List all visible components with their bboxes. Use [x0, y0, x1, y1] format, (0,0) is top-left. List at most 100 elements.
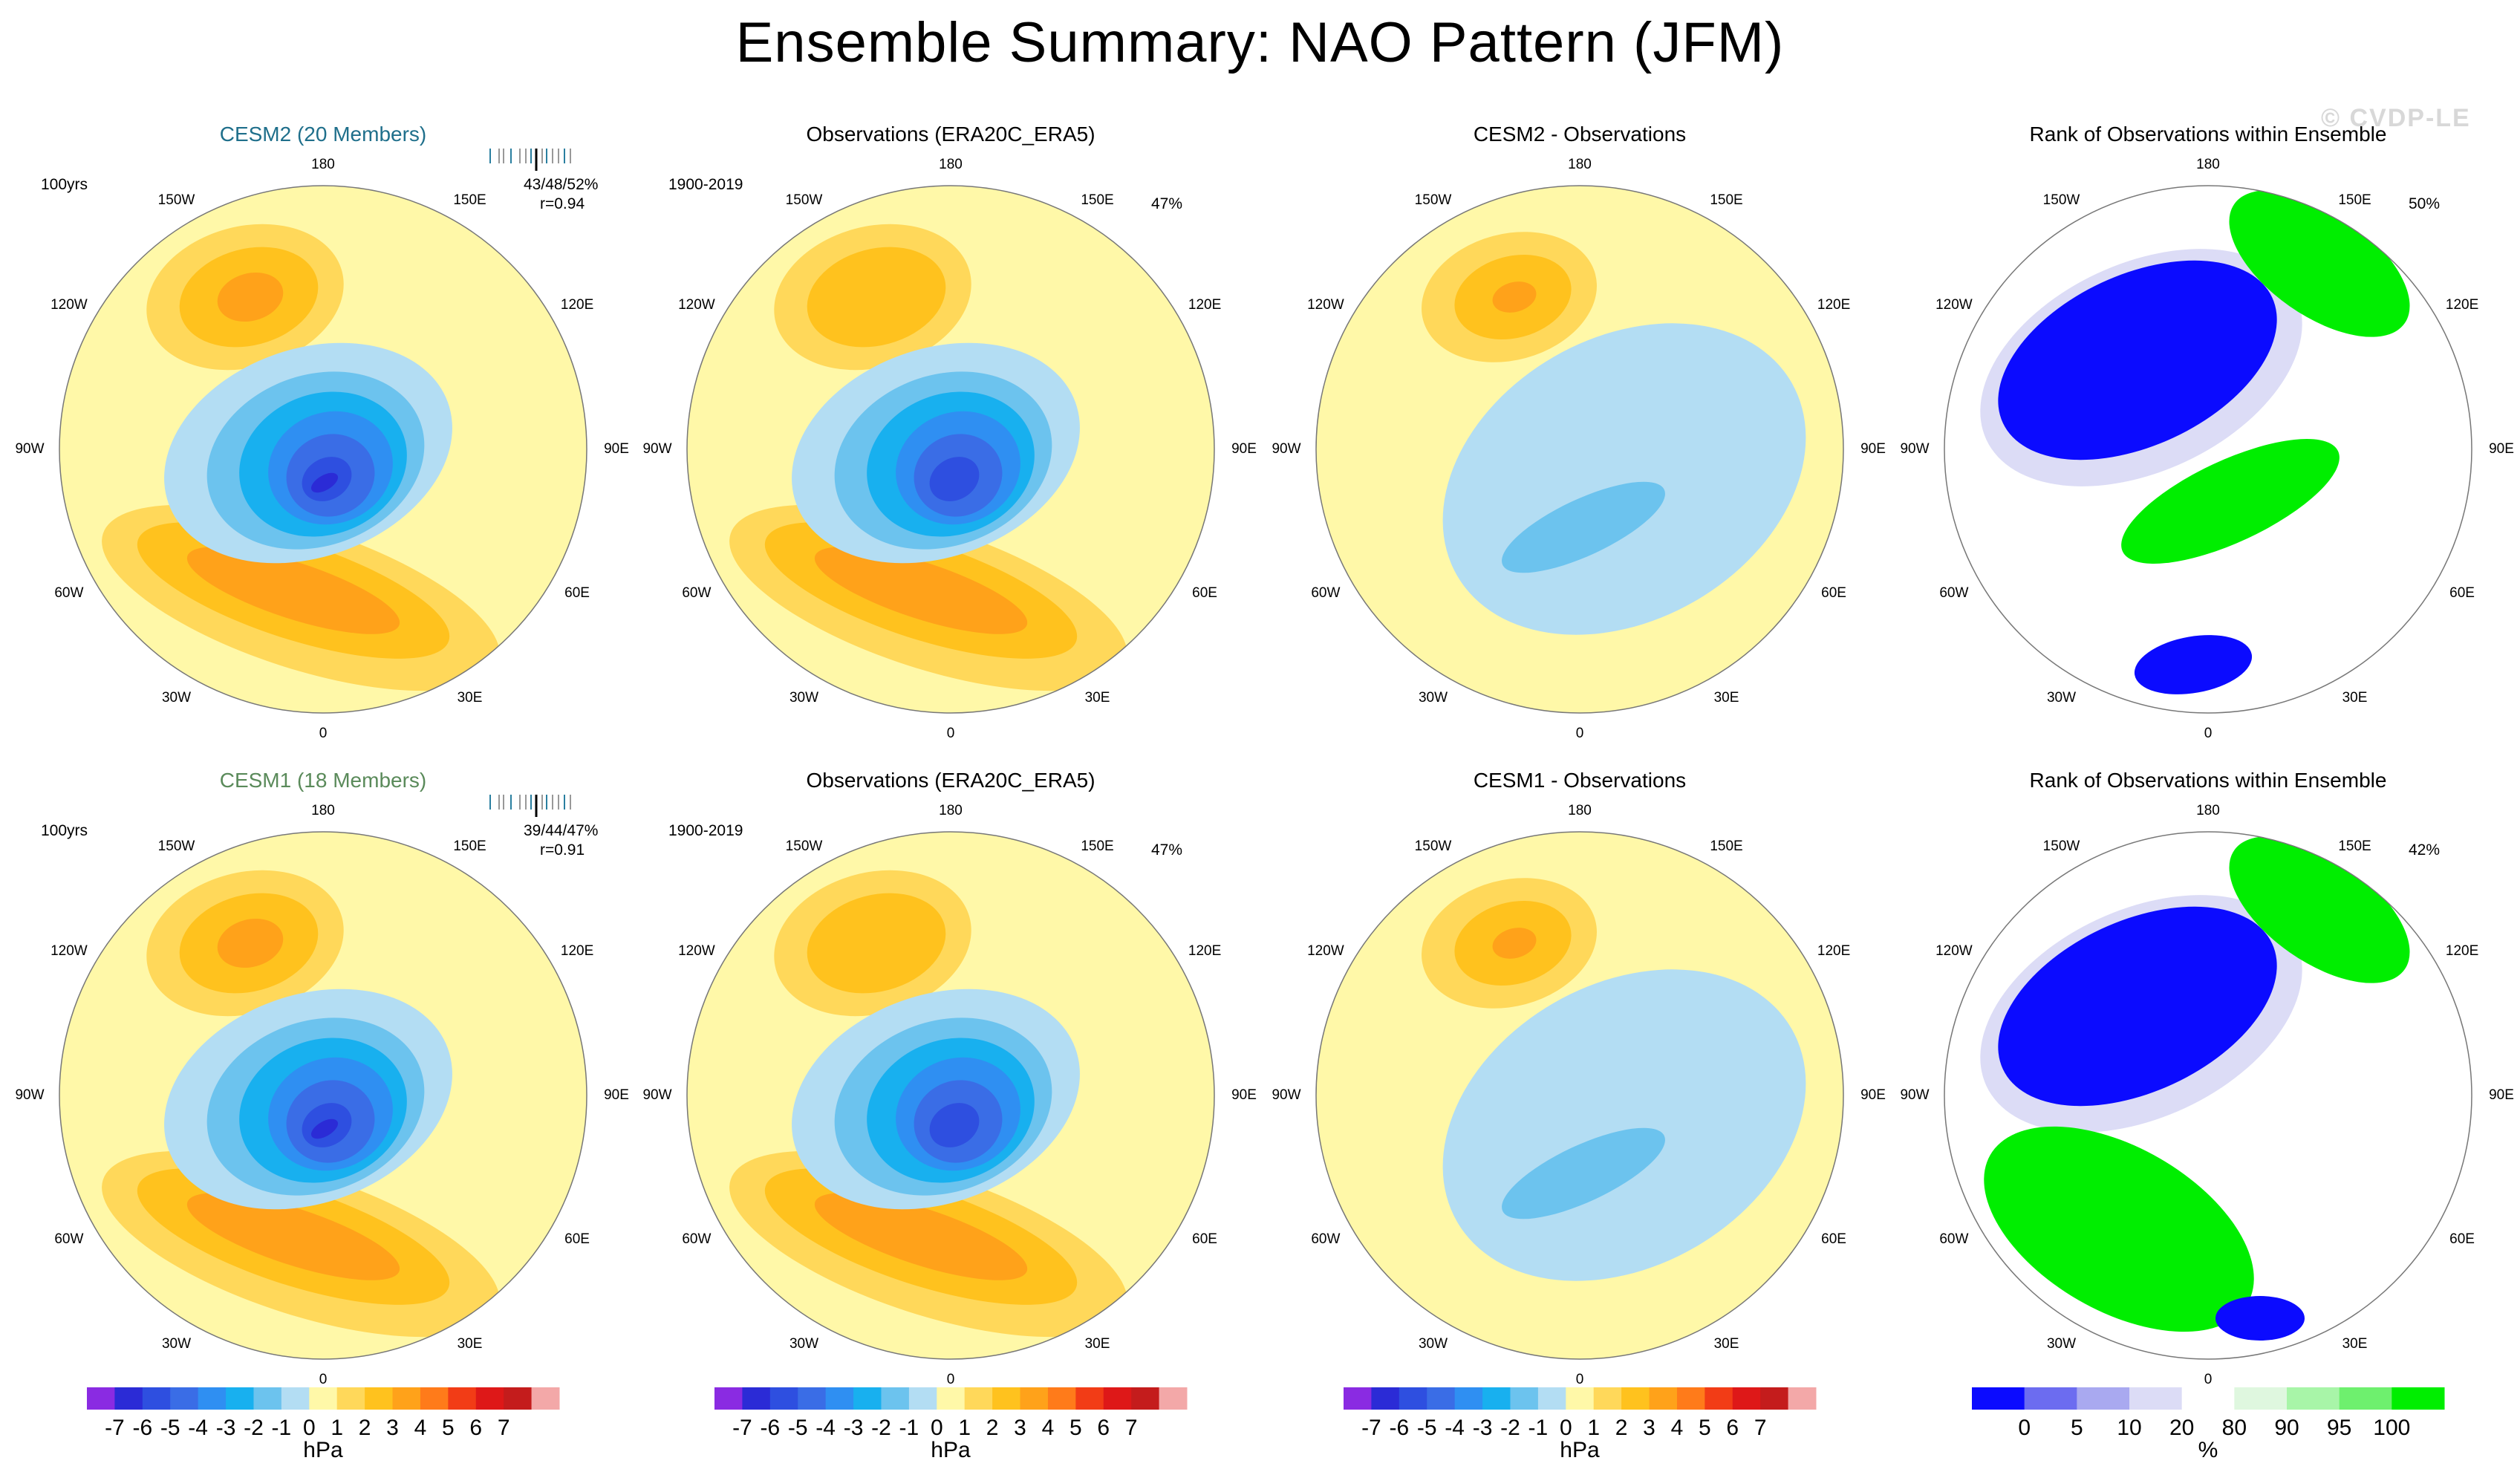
polar-low-core	[310, 1118, 339, 1139]
colorbar-swatch	[881, 1387, 910, 1410]
longitude-label: 150W	[2042, 192, 2080, 208]
polar-low-core	[929, 1103, 980, 1147]
longitude-label: 150E	[453, 838, 486, 854]
colorbar-swatch	[531, 1387, 560, 1410]
longitude-label: 90E	[1231, 441, 1257, 457]
colorbar-tick-label: 95	[2326, 1416, 2352, 1440]
longitude-label: 180	[2196, 802, 2220, 818]
colorbar-tick-label: -4	[1445, 1416, 1465, 1440]
colorbar-swatch	[964, 1387, 993, 1410]
longitude-label: 30E	[1084, 1336, 1110, 1352]
colorbar-swatch	[1510, 1387, 1539, 1410]
colorbar-swatch	[87, 1387, 115, 1410]
colorbar-swatch	[2077, 1387, 2130, 1410]
atlantic-high-core	[186, 547, 400, 634]
longitude-label: 60E	[2449, 1231, 2475, 1247]
colorbar-tick-label: 4	[1041, 1416, 1055, 1440]
longitude-label: 60W	[682, 1231, 712, 1247]
panel-title: CESM1 - Observations	[1473, 769, 1687, 792]
colorbar-tick-label: 1	[331, 1416, 344, 1440]
longitude-label: 60E	[1821, 584, 1846, 601]
longitude-label: 120W	[1935, 943, 1973, 960]
colorbar-swatch	[475, 1387, 504, 1410]
atlantic-high-core	[814, 547, 1028, 634]
longitude-label: 60W	[1939, 584, 1969, 601]
longitude-label: 90W	[1272, 441, 1301, 457]
longitude-label: 120E	[2445, 297, 2479, 313]
colorbar-tick-label: 6	[1726, 1416, 1739, 1440]
colorbar-swatch	[714, 1387, 743, 1410]
map-panel-0-0	[59, 186, 587, 713]
colorbar-swatch	[1159, 1387, 1188, 1410]
colorbar-tick-label: 0	[302, 1416, 316, 1440]
colorbar-swatch	[1593, 1387, 1622, 1410]
map-panel-1-3	[1944, 832, 2472, 1359]
colorbar-swatch	[1371, 1387, 1400, 1410]
longitude-label: 150W	[1414, 192, 1452, 208]
colorbar-tick-label: 3	[386, 1416, 399, 1440]
longitude-label: 60W	[682, 584, 712, 601]
panel-title: Rank of Observations within Ensemble	[2029, 769, 2387, 792]
colorbar-swatch	[1621, 1387, 1650, 1410]
colorbar-swatch	[1732, 1387, 1761, 1410]
colorbar-swatch	[1972, 1387, 2025, 1410]
colorbar-tick-label: 1	[958, 1416, 971, 1440]
colorbar-tick-label: 2	[1615, 1416, 1628, 1440]
longitude-label: 150E	[2338, 838, 2371, 854]
right-note: 47%	[1151, 841, 1183, 859]
pacific-high-core	[217, 918, 284, 968]
colorbar-swatch	[392, 1387, 421, 1410]
rank-high-region	[2121, 438, 2340, 564]
colorbar-tick-label: -4	[815, 1416, 836, 1440]
member-stripes	[489, 149, 571, 171]
longitude-label: 120W	[51, 297, 88, 313]
longitude-label: 90E	[1860, 441, 1886, 457]
longitude-label: 150E	[1081, 838, 1114, 854]
longitude-label: 60E	[1821, 1231, 1846, 1247]
longitude-label: 120W	[678, 943, 715, 960]
map-boundary	[59, 185, 587, 714]
atlantic-high-core	[814, 1193, 1028, 1280]
longitude-label: 150E	[1081, 192, 1114, 208]
right-note: 47%	[1151, 195, 1183, 212]
colorbar-swatch	[504, 1387, 533, 1410]
longitude-label: 0	[2204, 1372, 2213, 1388]
colorbar-swatch	[798, 1387, 827, 1410]
colorbar-tick-label: 0	[2018, 1416, 2031, 1440]
pacific-high	[807, 247, 946, 348]
colorbar-swatch	[448, 1387, 477, 1410]
colorbar-swatch	[1788, 1387, 1817, 1410]
colorbar-swatch	[1399, 1387, 1427, 1410]
rank-low-region	[1998, 260, 2277, 460]
longitude-label: 120W	[1307, 943, 1344, 960]
colorbar-tick-label: 3	[1643, 1416, 1655, 1440]
colorbar-swatch	[365, 1387, 394, 1410]
diff-low-core	[1502, 1127, 1665, 1219]
map-panel-0-2	[1316, 186, 1843, 713]
rank-high-region	[1984, 1126, 2254, 1332]
colorbar-swatch	[226, 1387, 254, 1410]
longitude-label: 120E	[560, 297, 594, 313]
panel-title: Observations (ERA20C_ERA5)	[806, 123, 1095, 146]
colorbar-tick-label: 80	[2221, 1416, 2247, 1440]
pressure-colorbar	[87, 1387, 560, 1410]
panel-title: CESM2 (20 Members)	[219, 123, 427, 146]
longitude-label: 60E	[1192, 1231, 1217, 1247]
colorbar-tick-label: -7	[105, 1416, 125, 1440]
longitude-label: 150E	[453, 192, 486, 208]
colorbar-tick-label: -3	[215, 1416, 236, 1440]
longitude-label: 60E	[564, 1231, 590, 1247]
colorbar-swatch	[253, 1387, 282, 1410]
colorbar-tick-label: -6	[760, 1416, 781, 1440]
map-panel-1-2	[1316, 832, 1843, 1359]
longitude-label: 30W	[161, 1336, 192, 1352]
colorbar-swatch	[908, 1387, 937, 1410]
colorbar-tick-label: -1	[271, 1416, 292, 1440]
longitude-label: 90E	[1860, 1087, 1886, 1103]
right-note: 50%	[2409, 195, 2441, 212]
colorbar-tick-label: 4	[414, 1416, 427, 1440]
map-boundary	[686, 831, 1215, 1360]
page-title: Ensemble Summary: NAO Pattern (JFM)	[735, 11, 1785, 74]
longitude-label: 150W	[157, 192, 195, 208]
